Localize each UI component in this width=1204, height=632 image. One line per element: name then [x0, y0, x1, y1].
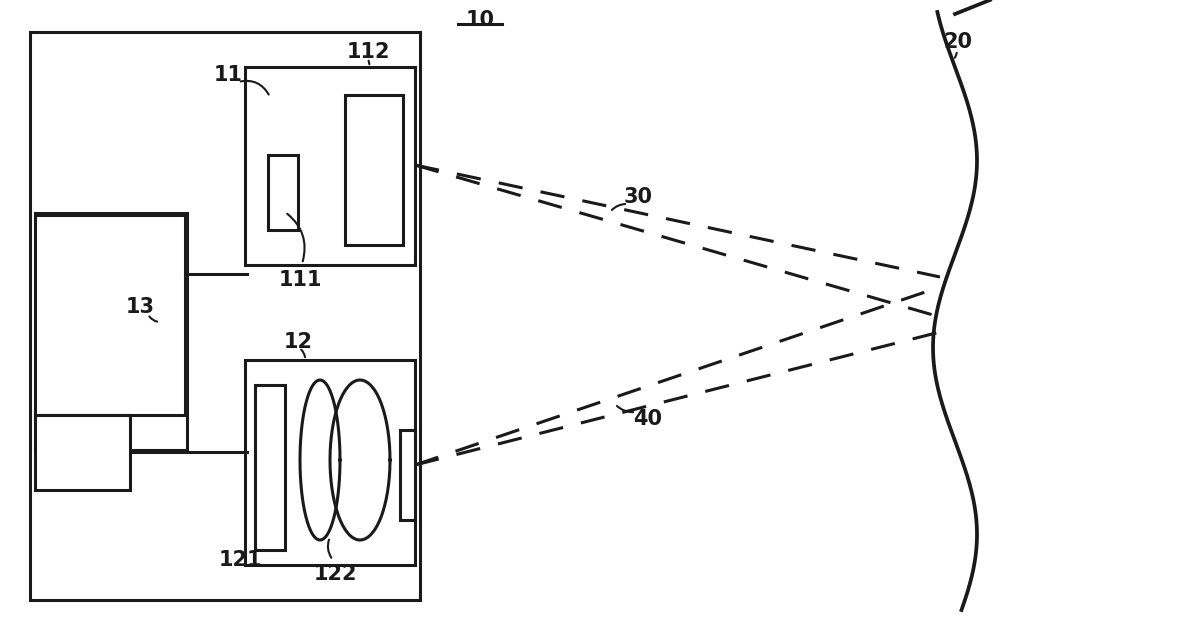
Text: 30: 30 — [624, 187, 653, 207]
Text: 12: 12 — [283, 332, 313, 352]
Bar — [400, 430, 415, 520]
Bar — [35, 215, 185, 415]
Bar — [35, 415, 130, 490]
Text: 13: 13 — [125, 297, 154, 317]
Text: 111: 111 — [278, 270, 321, 290]
Text: 11: 11 — [213, 65, 242, 85]
Bar — [268, 155, 299, 230]
Bar — [244, 360, 415, 565]
Bar — [30, 32, 420, 600]
Bar — [35, 213, 187, 450]
Text: 40: 40 — [633, 409, 662, 429]
Bar — [255, 385, 285, 550]
Bar — [346, 95, 403, 245]
Text: 122: 122 — [313, 564, 356, 584]
Text: 20: 20 — [944, 32, 973, 52]
Bar — [244, 67, 415, 265]
Text: 10: 10 — [466, 10, 495, 30]
Text: 121: 121 — [218, 550, 261, 570]
Text: 112: 112 — [347, 42, 390, 62]
